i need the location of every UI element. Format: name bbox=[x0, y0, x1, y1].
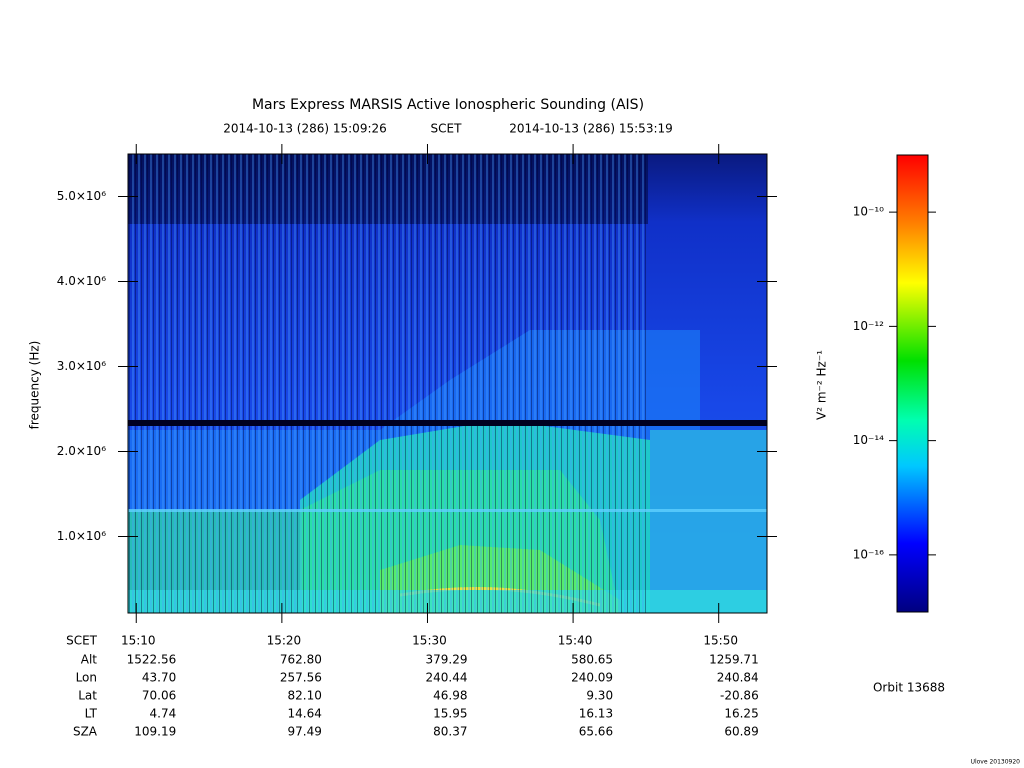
ephemeris-value: 43.70 bbox=[142, 671, 176, 685]
colorbar-tick-label: 10⁻¹⁶ bbox=[853, 547, 884, 561]
colorbar bbox=[896, 154, 929, 613]
ephemeris-label: LT bbox=[85, 707, 98, 721]
ephemeris-value: 16.13 bbox=[579, 707, 613, 721]
ephemeris-value: 15.95 bbox=[433, 707, 467, 721]
footer: Ulove 20130920 bbox=[971, 759, 1021, 766]
ephemeris-value: 46.98 bbox=[433, 689, 467, 703]
x-tick-label: 15:30 bbox=[412, 634, 447, 648]
ephemeris-value: 9.30 bbox=[586, 689, 613, 703]
y-tick-label: 3.0×10⁶ bbox=[57, 359, 106, 373]
spectrogram-image bbox=[128, 154, 767, 613]
x-tick-label: 15:10 bbox=[121, 634, 156, 648]
ephemeris-value: 80.37 bbox=[433, 725, 467, 739]
ephemeris-value: 1259.71 bbox=[709, 653, 759, 667]
ephemeris-label: Alt bbox=[81, 653, 98, 667]
y-axis-label: frequency (Hz) bbox=[28, 341, 42, 430]
y-tick-label: 5.0×10⁶ bbox=[57, 189, 106, 203]
ephemeris-value: 65.66 bbox=[579, 725, 613, 739]
y-tick-label: 4.0×10⁶ bbox=[57, 274, 106, 288]
ephemeris-label: SZA bbox=[73, 725, 98, 739]
ephemeris-value: 1522.56 bbox=[127, 653, 177, 667]
ephemeris-value: 240.84 bbox=[717, 671, 759, 685]
ephemeris-value: 580.65 bbox=[571, 653, 613, 667]
subtitle-end: 2014-10-13 (286) 15:53:19 bbox=[509, 122, 673, 136]
ephemeris-value: 16.25 bbox=[724, 707, 758, 721]
ephemeris-label: Lat bbox=[78, 689, 97, 703]
y-tick-label: 2.0×10⁶ bbox=[57, 444, 106, 458]
colorbar-tick-label: 10⁻¹⁰ bbox=[853, 205, 884, 219]
ephemeris-value: 257.56 bbox=[280, 671, 322, 685]
ephemeris-value: 4.74 bbox=[150, 707, 177, 721]
ephemeris-value: -20.86 bbox=[720, 689, 759, 703]
ephemeris-value: 379.29 bbox=[425, 653, 467, 667]
x-tick-label: 15:50 bbox=[703, 634, 738, 648]
ephemeris-value: 762.80 bbox=[280, 653, 322, 667]
colorbar-label: V² m⁻² Hz⁻¹ bbox=[815, 350, 829, 420]
chart-title: Mars Express MARSIS Active Ionospheric S… bbox=[252, 97, 644, 113]
orbit-annotation: Orbit 13688 bbox=[873, 681, 945, 695]
ephemeris-value: 70.06 bbox=[142, 689, 176, 703]
x-tick-label: 15:40 bbox=[558, 634, 593, 648]
ephemeris-value: 82.10 bbox=[288, 689, 322, 703]
ephemeris-label: SCET bbox=[66, 634, 98, 648]
colorbar-tick-label: 10⁻¹² bbox=[853, 319, 884, 333]
y-tick-label: 1.0×10⁶ bbox=[57, 529, 106, 543]
subtitle-scet: SCET bbox=[431, 122, 463, 136]
ephemeris-label: Lon bbox=[76, 671, 97, 685]
plot-frame bbox=[127, 153, 768, 614]
colorbar-tick-label: 10⁻¹⁴ bbox=[853, 433, 884, 447]
ephemeris-value: 97.49 bbox=[288, 725, 322, 739]
x-tick-label: 15:20 bbox=[267, 634, 302, 648]
subtitle-start: 2014-10-13 (286) 15:09:26 bbox=[223, 122, 387, 136]
ephemeris-value: 240.44 bbox=[425, 671, 467, 685]
ephemeris-value: 240.09 bbox=[571, 671, 613, 685]
ephemeris-value: 109.19 bbox=[134, 725, 176, 739]
ephemeris-value: 60.89 bbox=[724, 725, 758, 739]
ephemeris-value: 14.64 bbox=[288, 707, 322, 721]
